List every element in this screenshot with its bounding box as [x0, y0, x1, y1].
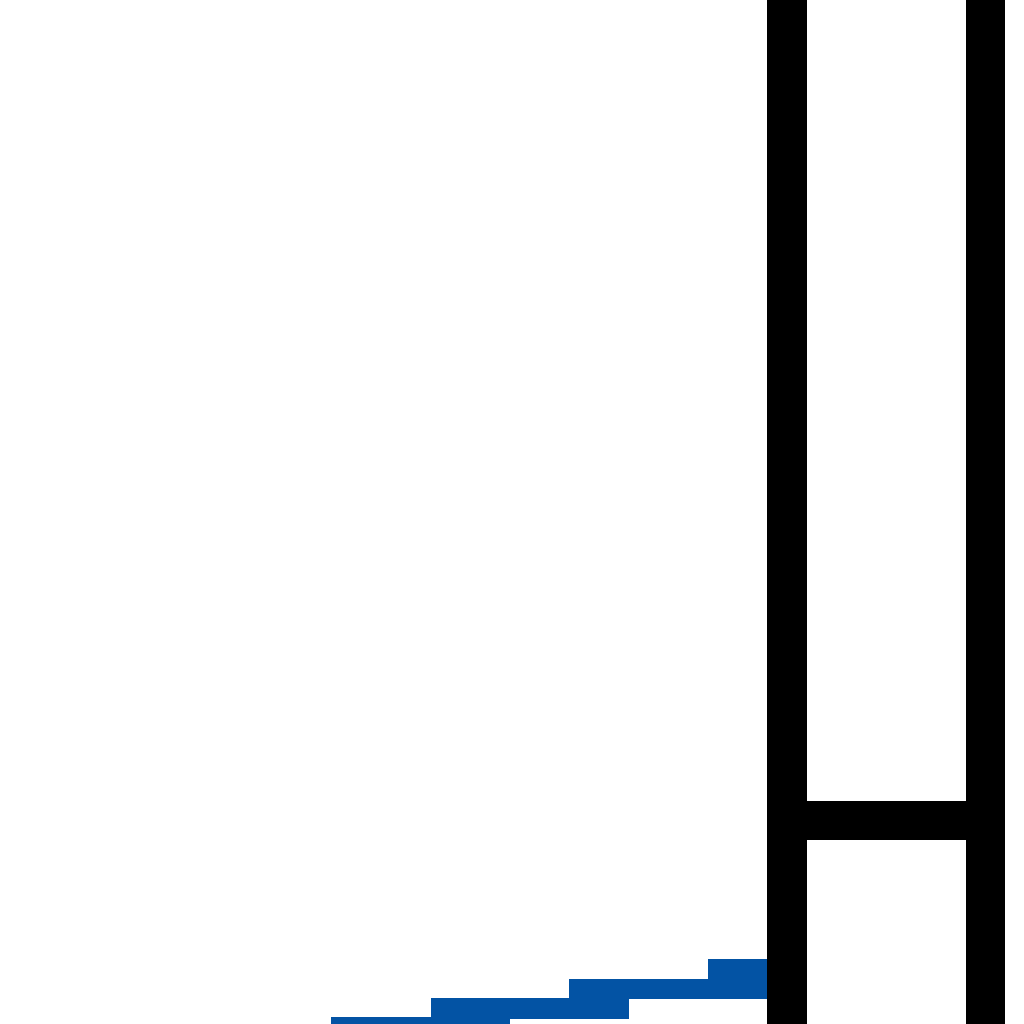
- blue-step-4: [708, 959, 768, 999]
- blue-step-2: [431, 998, 629, 1019]
- frame-crossbar: [767, 801, 1005, 840]
- frame-left-post: [767, 0, 807, 1024]
- frame-right-post: [966, 0, 1005, 1024]
- blue-step-1: [331, 1017, 510, 1024]
